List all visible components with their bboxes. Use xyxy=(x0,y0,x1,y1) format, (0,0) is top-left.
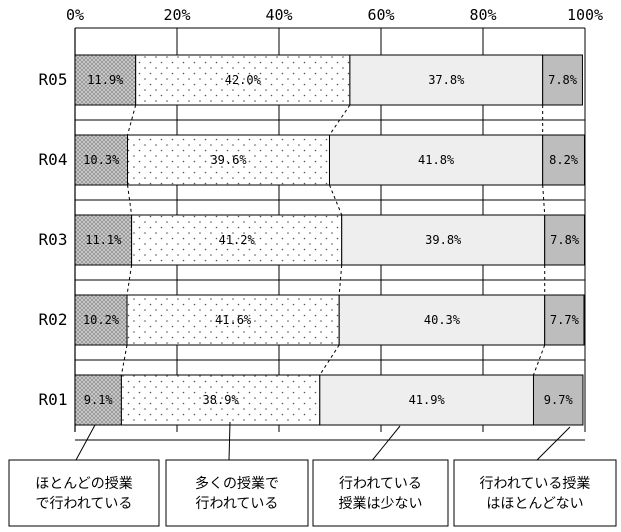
data-label: 7.8% xyxy=(550,233,580,247)
legend-label: で行われている xyxy=(36,496,133,512)
legend-pointer-line xyxy=(536,426,571,461)
legend-label: 行われている xyxy=(196,496,279,512)
bar-segment xyxy=(74,54,137,106)
legend-label: 多くの授業で xyxy=(195,475,279,492)
data-label: 9.1% xyxy=(84,393,114,407)
series-connector-line xyxy=(533,344,546,376)
series-connector-line xyxy=(127,184,133,216)
x-tick-label: 100% xyxy=(567,6,603,24)
bars xyxy=(74,54,585,426)
data-label: 42.0% xyxy=(225,73,262,87)
data-label: 10.3% xyxy=(83,153,120,167)
legend-label: はほとんどない xyxy=(486,496,583,512)
data-label: 40.3% xyxy=(424,313,461,327)
series-connectors xyxy=(120,104,546,376)
data-label: 10.2% xyxy=(83,313,120,327)
series-connector-line xyxy=(120,344,128,376)
data-label: 39.6% xyxy=(210,153,247,167)
data-label: 7.7% xyxy=(550,313,580,327)
bar-segment xyxy=(542,54,583,106)
category-label: R05 xyxy=(39,70,68,89)
x-tick-label: 40% xyxy=(265,6,292,24)
bar-segment xyxy=(542,134,585,186)
category-label: R01 xyxy=(39,390,68,409)
category-labels: R05 R04 R03 R02 R01 xyxy=(39,70,68,409)
bar-segment xyxy=(338,294,546,346)
legend-box xyxy=(312,459,449,527)
x-tick-label: 0% xyxy=(66,6,84,24)
bar-segment xyxy=(135,54,351,106)
legend-pointer-line xyxy=(228,421,231,461)
bar-segment xyxy=(74,374,122,426)
bar-segment xyxy=(341,214,546,266)
legend-box xyxy=(453,459,617,527)
series-connector-line xyxy=(542,184,546,216)
category-label: R02 xyxy=(39,310,68,329)
data-label: 11.1% xyxy=(85,233,122,247)
x-tick-label: 20% xyxy=(163,6,190,24)
data-label: 38.9% xyxy=(203,393,240,407)
data-label: 9.7% xyxy=(544,393,574,407)
series-connector-line xyxy=(338,264,343,296)
data-label: 41.8% xyxy=(418,153,455,167)
legend-box xyxy=(8,459,160,527)
legend-label: 行われている授業 xyxy=(480,476,591,492)
data-label: 41.6% xyxy=(215,313,252,327)
bar-segment xyxy=(544,294,585,346)
series-connector-line xyxy=(126,264,133,296)
data-label: 11.9% xyxy=(87,73,124,87)
x-axis-ticks: 0% 20% 40% 60% 80% 100% xyxy=(66,6,603,24)
x-tick-label: 80% xyxy=(469,6,496,24)
x-tick-label: 60% xyxy=(367,6,394,24)
category-label: R03 xyxy=(39,230,68,249)
bar-segment xyxy=(328,134,544,186)
data-labels: 11.9% 42.0% 37.8% 7.8% 10.3% 39.6% 41.8% 8.2% 11… xyxy=(83,73,580,407)
bar-segment xyxy=(544,214,585,266)
legend-box xyxy=(165,459,309,527)
bar-segment xyxy=(74,134,129,186)
bar-segment xyxy=(349,54,544,106)
bar-segment xyxy=(532,374,584,426)
series-connector-line xyxy=(127,104,137,136)
legend-pointer-line xyxy=(372,425,401,461)
data-label: 8.2% xyxy=(549,153,579,167)
bar-segment xyxy=(127,134,330,186)
data-label: 7.8% xyxy=(548,73,578,87)
legend-label: 行われている xyxy=(339,476,422,492)
data-label: 41.9% xyxy=(409,393,446,407)
bar-segment xyxy=(74,214,133,266)
legend-pointer-line xyxy=(75,424,96,461)
category-label: R04 xyxy=(39,150,68,169)
bar-segment xyxy=(319,374,534,426)
data-label: 37.8% xyxy=(428,73,465,87)
data-label: 41.2% xyxy=(219,233,256,247)
bar-segment xyxy=(126,294,340,346)
bar-segment xyxy=(74,294,128,346)
legend: ほとんどの授業で行われている多くの授業で行われている行われている授業は少ない行わ… xyxy=(8,421,617,527)
data-label: 39.8% xyxy=(425,233,462,247)
legend-label: 授業は少ない xyxy=(339,496,423,512)
series-connector-line xyxy=(329,104,351,136)
legend-label: ほとんどの授業 xyxy=(35,476,133,492)
